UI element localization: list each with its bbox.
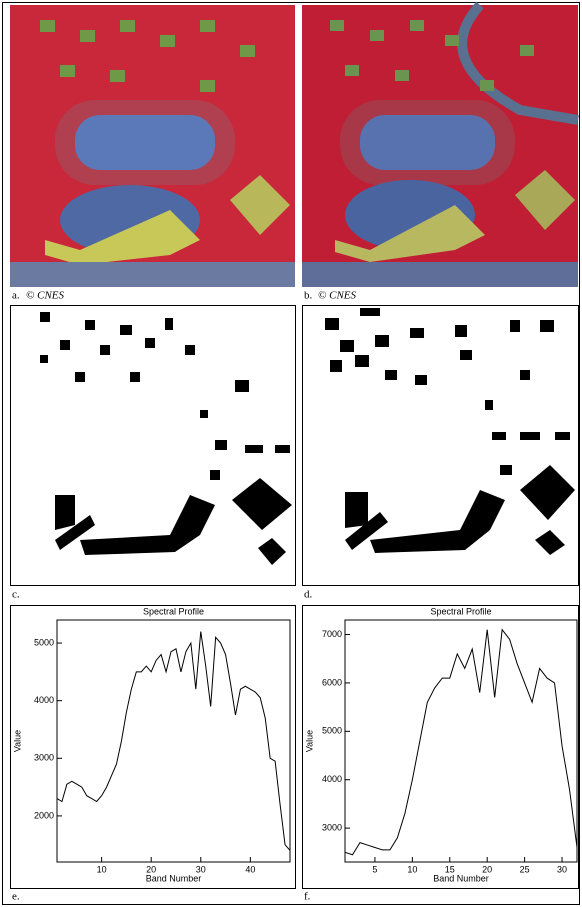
figure: a. © CNES b. © CNES c. d. e. f. Spectral… xyxy=(0,0,582,907)
y-tick-label: 7000 xyxy=(322,629,342,639)
caption-letter: f. xyxy=(304,891,311,903)
x-axis-label: Band Number xyxy=(433,873,489,883)
panel-border xyxy=(303,606,579,889)
page: a. © CNES b. © CNES c. d. e. f. Spectral… xyxy=(0,0,582,907)
x-tick-label: 20 xyxy=(146,864,156,874)
x-tick-label: 40 xyxy=(245,864,255,874)
x-tick-label: 10 xyxy=(97,864,107,874)
caption-letter: c. xyxy=(12,589,20,601)
x-axis-label: Band Number xyxy=(146,873,202,883)
y-tick-label: 6000 xyxy=(322,677,342,687)
x-tick-label: 15 xyxy=(445,864,455,874)
plot-frame xyxy=(57,620,290,862)
mask-c xyxy=(11,306,296,586)
chart-title: Spectral Profile xyxy=(430,606,491,616)
y-tick-label: 4000 xyxy=(34,695,54,705)
caption-letter: e. xyxy=(12,891,20,903)
y-axis-label: Value xyxy=(12,730,22,752)
plot-frame xyxy=(345,620,577,862)
caption-letter: a. xyxy=(12,290,20,302)
spectral-line xyxy=(57,632,290,851)
panel-border xyxy=(11,606,296,889)
caption-letter: b. xyxy=(304,290,313,302)
y-tick-label: 4000 xyxy=(322,774,342,784)
caption-credit: © CNES xyxy=(318,290,357,302)
x-tick-label: 25 xyxy=(520,864,530,874)
image-a xyxy=(10,5,295,287)
x-tick-label: 20 xyxy=(482,864,492,874)
chart-title: Spectral Profile xyxy=(143,606,204,616)
x-tick-label: 5 xyxy=(372,864,377,874)
mask-d xyxy=(303,306,579,586)
y-axis-label: Value xyxy=(304,730,314,752)
x-tick-label: 30 xyxy=(196,864,206,874)
caption-credit: © CNES xyxy=(26,290,65,302)
x-tick-label: 30 xyxy=(557,864,567,874)
y-tick-label: 5000 xyxy=(34,637,54,647)
y-tick-label: 3000 xyxy=(322,822,342,832)
y-tick-label: 3000 xyxy=(34,753,54,763)
spectral-line xyxy=(345,630,577,855)
y-tick-label: 5000 xyxy=(322,726,342,736)
caption-letter: d. xyxy=(304,589,313,601)
x-tick-label: 10 xyxy=(407,864,417,874)
image-b xyxy=(302,5,578,287)
y-tick-label: 2000 xyxy=(34,810,54,820)
